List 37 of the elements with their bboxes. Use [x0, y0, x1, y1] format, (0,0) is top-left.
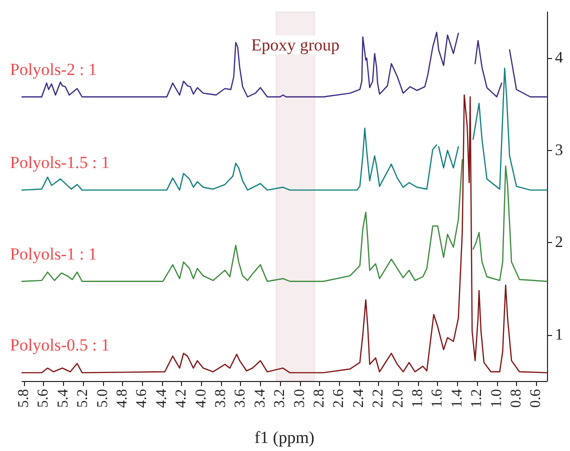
x-tick-label: 4.4	[154, 388, 170, 408]
band-label: Epoxy group	[251, 35, 340, 54]
series-label: Polyols-1 : 1	[10, 244, 97, 264]
x-tick-label: 2.2	[370, 389, 387, 408]
y-tick-label: 4	[555, 50, 563, 67]
x-tick-label: 5.4	[55, 388, 72, 408]
x-tick-label: 3.6	[232, 388, 249, 408]
x-tick-label: 4.2	[174, 389, 190, 408]
x-tick-label: 4.6	[134, 388, 150, 408]
x-axis-title: f1 (ppm)	[254, 428, 314, 447]
x-tick-label: 0.8	[508, 389, 524, 408]
x-tick-label: 1.4	[449, 388, 466, 408]
x-tick-label: 3.8	[212, 389, 229, 408]
x-tick-label: 2.6	[331, 388, 348, 408]
x-tick-label: 5.6	[36, 388, 52, 408]
x-tick-label: 3.0	[292, 389, 308, 408]
series-label: Polyols-2 : 1	[10, 60, 97, 79]
x-tick-label: 2.8	[311, 389, 328, 408]
x-tick-label: 0.6	[528, 388, 544, 408]
x-tick-label: 3.2	[272, 389, 288, 408]
y-tick-label: 3	[555, 142, 563, 159]
series-label: Polyols-0.5 : 1	[10, 336, 110, 355]
series-label: Polyols-1.5 : 1	[10, 153, 110, 172]
x-tick-label: 2.0	[390, 389, 406, 408]
x-tick-label: 1.8	[410, 389, 426, 408]
y-tick-label: 2	[555, 234, 563, 252]
x-tick-label: 1.6	[430, 388, 446, 408]
x-tick-label: 4.0	[193, 389, 210, 408]
x-tick-label: 1.2	[469, 389, 486, 408]
x-tick-label: 1.0	[488, 389, 505, 408]
x-tick-label: 3.4	[252, 388, 268, 408]
x-tick-label: 4.8	[114, 389, 130, 408]
x-tick-label: 2.4	[350, 388, 367, 408]
y-tick-label: 1	[555, 326, 563, 344]
x-tick-label: 5.0	[94, 389, 111, 408]
x-tick-label: 5.2	[75, 389, 92, 408]
x-tick-label: 5.8	[16, 389, 32, 408]
